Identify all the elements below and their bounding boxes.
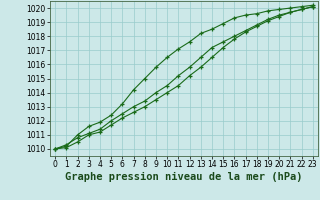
- X-axis label: Graphe pression niveau de la mer (hPa): Graphe pression niveau de la mer (hPa): [65, 172, 303, 182]
